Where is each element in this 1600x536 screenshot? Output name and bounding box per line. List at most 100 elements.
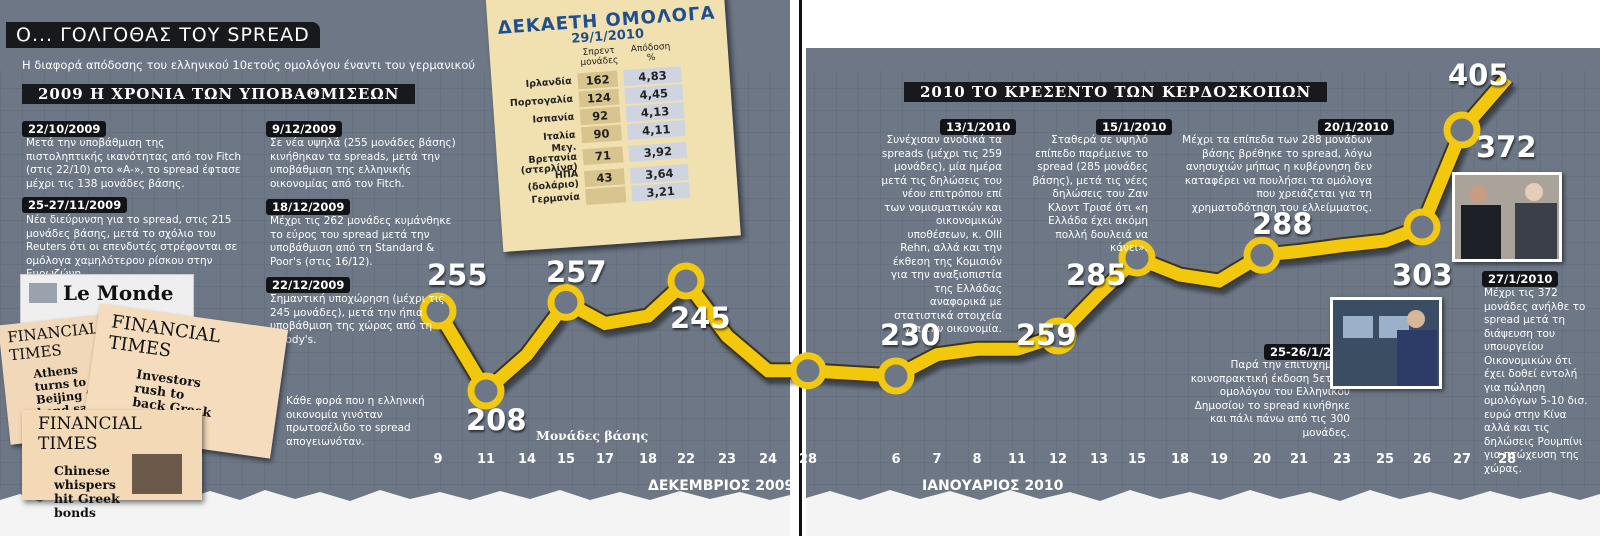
bond-yield: 3,21 bbox=[631, 181, 691, 202]
x-tick-label: 14 bbox=[517, 452, 537, 467]
x-tick-label: 20 bbox=[1252, 452, 1272, 467]
x-tick-label: 7 bbox=[932, 452, 942, 467]
x-tick-label: 6 bbox=[891, 452, 901, 467]
photo-officials bbox=[1452, 172, 1562, 262]
page-subtitle: Η διαφορά απόδοσης του ελληνικού 10ετούς… bbox=[22, 58, 476, 72]
x-tick-label: 28 bbox=[798, 452, 818, 467]
value-label: 257 bbox=[546, 255, 607, 289]
x-tick-label: 24 bbox=[758, 452, 778, 467]
bond-spread: 124 bbox=[578, 88, 620, 108]
newspaper-ft-3: FINANCIAL TIMES Chinese whispers hit Gre… bbox=[22, 410, 202, 520]
section-heading-2010: 2010 ΤΟ ΚΡΕΣΕΝΤΟ ΤΩΝ ΚΕΡΔΟΣΚΟΠΩΝ bbox=[904, 82, 1328, 102]
x-tick-label: 25 bbox=[1375, 452, 1395, 467]
bond-spread bbox=[585, 186, 627, 206]
event-text: Σε νέα υψηλά (255 μονάδες βάσης) κινήθηκ… bbox=[270, 137, 456, 190]
month-label-december: ΔΕΚΕΜΒΡΙΟΣ 2009 bbox=[648, 478, 795, 494]
value-label: 230 bbox=[880, 318, 941, 352]
value-label: 288 bbox=[1252, 207, 1313, 241]
data-point-marker bbox=[467, 372, 505, 410]
le-monde-thumb bbox=[29, 283, 57, 303]
x-tick-label: 26 bbox=[1412, 452, 1432, 467]
value-label: 372 bbox=[1476, 130, 1537, 164]
x-tick-label: 23 bbox=[1332, 452, 1352, 467]
value-label: 259 bbox=[1016, 318, 1077, 352]
bond-spread: 92 bbox=[579, 106, 621, 126]
photo-trader bbox=[1330, 297, 1442, 389]
right-top-strip bbox=[806, 0, 1600, 48]
x-tick-label: 23 bbox=[717, 452, 737, 467]
spread-series bbox=[430, 72, 1514, 405]
torn-edge bbox=[0, 489, 790, 536]
month-label-january: ΙΑΝΟΥΑΡΙΟΣ 2010 bbox=[922, 478, 1064, 494]
data-point-marker bbox=[1039, 317, 1077, 355]
event-date: 25-27/11/2009 bbox=[22, 197, 128, 213]
event-text: Παρά την επιτυχημένη κοινοπρακτική έκδοσ… bbox=[1190, 359, 1350, 439]
event-date: 27/1/2010 bbox=[1482, 271, 1559, 287]
event-text: Μετά την υποβάθμιση της πιστοληπτικής ικ… bbox=[26, 137, 242, 190]
x-tick-label: 8 bbox=[972, 452, 982, 467]
event-text: Μέχρι τις 372 μονάδες ανήλθε το spread μ… bbox=[1484, 287, 1588, 475]
event-text: Μέχρι τις 262 μονάδες κυμάνθηκε το εύρος… bbox=[270, 215, 452, 268]
event-text: Σημαντική υποχώρηση (μέχρι τις 245 μονάδ… bbox=[270, 293, 445, 346]
event-date: 20/1/2010 bbox=[1318, 119, 1395, 135]
x-tick-label: 28 bbox=[1497, 452, 1517, 467]
x-tick-label: 15 bbox=[1127, 452, 1147, 467]
data-markers bbox=[419, 111, 1481, 410]
bond-country: Γερμανία bbox=[531, 191, 581, 206]
x-tick-label: 9 bbox=[433, 452, 443, 467]
x-tick-label: 19 bbox=[1209, 452, 1229, 467]
value-label: 303 bbox=[1392, 258, 1453, 292]
event-text: Σταθερά σε υψηλό επίπεδο παρέμεινε το sp… bbox=[1032, 134, 1148, 254]
x-tick-label: 18 bbox=[638, 452, 658, 467]
newspaper-photo bbox=[132, 454, 182, 494]
bond-spread: 71 bbox=[582, 146, 624, 166]
value-label: 208 bbox=[466, 403, 527, 437]
col-header-yield: Απόδοση % bbox=[630, 41, 671, 64]
x-tick-label: 15 bbox=[556, 452, 576, 467]
x-tick-label: 22 bbox=[676, 452, 696, 467]
bond-table-card: ΔΕΚΑΕΤΗ ΟΜΟΛΟΓΑ 29/1/2010 Σπρεντ μονάδες… bbox=[485, 0, 741, 252]
series-line bbox=[432, 73, 1512, 402]
event-date: 22/12/2009 bbox=[266, 277, 351, 293]
value-label: 405 bbox=[1448, 58, 1509, 92]
data-point-marker bbox=[1118, 239, 1156, 277]
col-header-spread: Σπρεντ μονάδες bbox=[580, 45, 619, 69]
newspaper-caption: Κάθε φορά που η ελληνική οικονομία γινότ… bbox=[286, 395, 425, 448]
event-date: 9/12/2009 bbox=[266, 121, 343, 137]
value-label: 255 bbox=[427, 258, 488, 292]
bond-country: Ιρλανδία bbox=[525, 75, 573, 91]
headline-ft-3: Chinese whispers hit Greek bonds bbox=[54, 463, 120, 520]
data-point-marker bbox=[547, 283, 585, 321]
data-point-marker bbox=[419, 292, 457, 330]
event-text: Νέα διεύρυνση για το spread, στις 215 μο… bbox=[26, 214, 238, 280]
bond-spread: 43 bbox=[583, 168, 626, 188]
bond-country: Ισπανία bbox=[532, 111, 575, 126]
data-point-marker bbox=[1443, 111, 1481, 149]
data-point-marker bbox=[877, 357, 915, 395]
x-tick-label: 18 bbox=[1170, 452, 1190, 467]
event-date: 22/10/2009 bbox=[22, 121, 107, 137]
data-point-marker bbox=[1243, 236, 1281, 274]
x-tick-label: 13 bbox=[1089, 452, 1109, 467]
x-tick-label: 17 bbox=[595, 452, 615, 467]
unit-label: Μονάδες βάσης bbox=[536, 428, 649, 443]
masthead-ft: FINANCIAL TIMES bbox=[38, 414, 142, 454]
value-label: 285 bbox=[1066, 258, 1127, 292]
page-gutter bbox=[790, 0, 806, 536]
x-tick-label: 11 bbox=[476, 452, 496, 467]
section-heading-2009: 2009 Η ΧΡΟΝΙΑ ΤΩΝ ΥΠΟΒΑΘΜΙΣΕΩΝ bbox=[22, 84, 416, 104]
bond-yield: 3,92 bbox=[628, 141, 688, 162]
page-title: Ο... ΓΟΛΓΟΘΑΣ ΤΟΥ SPREAD bbox=[6, 22, 320, 48]
x-tick-label: 11 bbox=[1007, 452, 1027, 467]
torn-edge-right bbox=[806, 490, 1600, 536]
x-tick-label: 21 bbox=[1289, 452, 1309, 467]
event-date: 13/1/2010 bbox=[940, 119, 1017, 135]
x-tick-label: 27 bbox=[1452, 452, 1472, 467]
event-text: Συνέχισαν ανοδικά τα spreads (μέχρι τις … bbox=[881, 134, 1002, 335]
masthead-le-monde: Le Monde bbox=[63, 281, 174, 305]
event-text: Μέχρι τα επίπεδα των 288 μονάδων βάσης β… bbox=[1182, 134, 1372, 214]
value-label: 245 bbox=[670, 301, 731, 335]
bond-spread: 90 bbox=[580, 124, 622, 144]
x-tick-label: 12 bbox=[1048, 452, 1068, 467]
